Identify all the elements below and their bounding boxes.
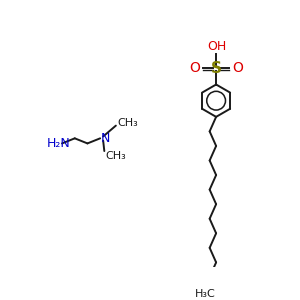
Text: S: S bbox=[211, 61, 222, 76]
Text: O: O bbox=[232, 61, 243, 75]
Text: O: O bbox=[190, 61, 200, 75]
Text: CH₃: CH₃ bbox=[106, 151, 126, 161]
Text: OH: OH bbox=[208, 40, 227, 52]
Text: N: N bbox=[101, 132, 110, 145]
Text: H₂N: H₂N bbox=[46, 137, 70, 150]
Text: CH₃: CH₃ bbox=[118, 118, 139, 128]
Text: H₃C: H₃C bbox=[195, 289, 216, 299]
